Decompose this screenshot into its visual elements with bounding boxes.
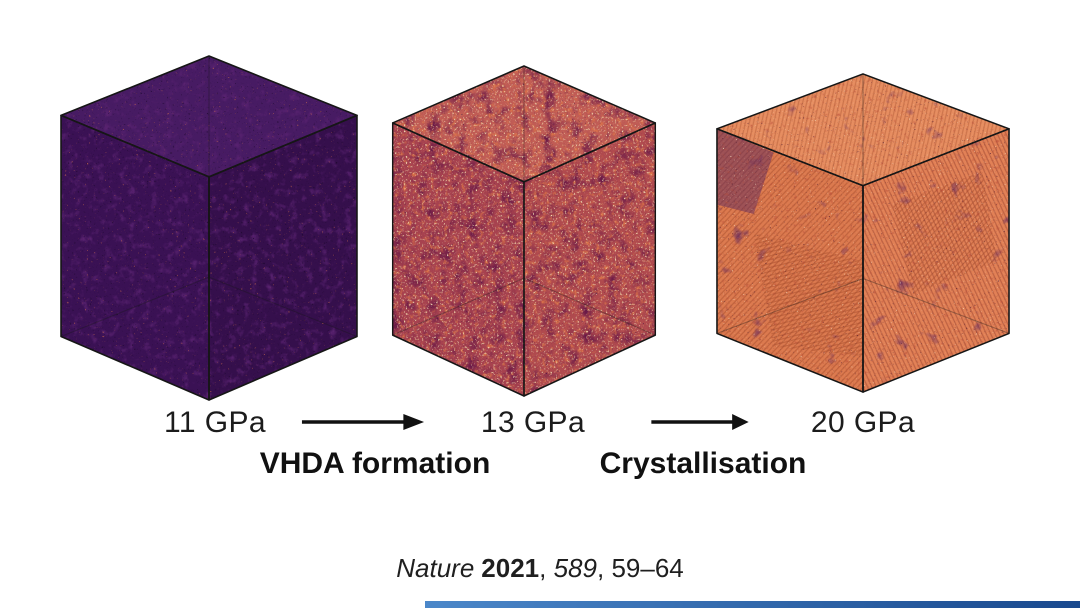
- cube3-domain-patch-2: [892, 171, 998, 295]
- cube1-hidden-edges: [60, 56, 358, 338]
- citation-journal: Nature: [396, 553, 475, 583]
- cube2-left-face: [392, 122, 524, 397]
- citation-separator: ,: [539, 553, 554, 583]
- cube2-hidden-edges: [392, 65, 656, 336]
- citation-pages: 59–64: [611, 553, 684, 583]
- arrow-right-icon: [651, 414, 749, 430]
- footer-accent-bar: [425, 601, 1080, 608]
- pressure-label-11gpa: 11 GPa: [164, 406, 266, 439]
- citation-separator: ,: [596, 553, 612, 583]
- pressure-label-13gpa: 13 GPa: [480, 406, 586, 439]
- simulation-cube-20gpa: [716, 73, 1010, 393]
- citation-year: 2021: [481, 553, 540, 583]
- cube2-wireframe: [391, 65, 657, 397]
- simulation-cube-13gpa: [391, 65, 657, 397]
- cube3-hidden-edges: [716, 73, 1010, 334]
- cube3-wireframe: [716, 73, 1010, 393]
- citation: Nature 2021, 589, 59–64: [0, 553, 1080, 584]
- transition-label-vhda-formation: VHDA formation: [259, 447, 491, 480]
- cube3-purple-patch: [716, 128, 774, 215]
- transition-label-crystallisation: Crystallisation: [599, 447, 807, 480]
- cube2-right-face: [524, 122, 656, 397]
- citation-volume: 589: [553, 553, 597, 583]
- arrow-right-icon: [301, 414, 425, 430]
- pressure-label-20gpa: 20 GPa: [810, 406, 916, 439]
- cube1-right-face: [209, 115, 357, 400]
- simulation-cube-11gpa: [60, 55, 358, 401]
- cube1-wireframe: [60, 55, 358, 401]
- cube1-left-face: [61, 115, 209, 400]
- cube3-domain-patch-1: [753, 233, 863, 357]
